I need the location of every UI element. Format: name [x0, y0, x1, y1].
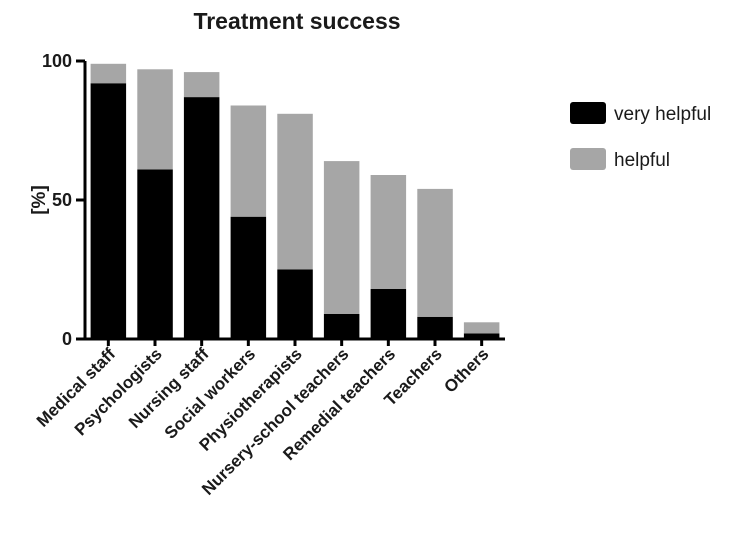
- bar-helpful-8: [463, 322, 500, 334]
- y-tick-label: 50: [52, 190, 72, 210]
- bar-helpful-6: [370, 175, 407, 289]
- y-tick-label: 0: [62, 329, 72, 349]
- bar-very-helpful-7: [417, 316, 453, 339]
- legend-swatch: [570, 148, 606, 170]
- bar-helpful-1: [137, 69, 173, 170]
- bar-helpful-3: [230, 105, 267, 217]
- bar-helpful-2: [183, 72, 220, 98]
- bar-helpful-7: [417, 188, 453, 317]
- bars-group: [90, 63, 500, 339]
- bar-very-helpful-5: [323, 314, 360, 339]
- bar-very-helpful-3: [230, 216, 267, 339]
- bar-helpful-4: [277, 113, 313, 270]
- legend: very helpful helpful: [570, 102, 711, 171]
- bar-very-helpful-6: [370, 289, 407, 339]
- legend-swatch: [570, 102, 606, 124]
- bar-very-helpful-0: [90, 83, 127, 339]
- legend-label: helpful: [614, 150, 670, 171]
- chart-title: Treatment success: [193, 8, 400, 34]
- bar-very-helpful-1: [137, 169, 173, 339]
- bar-very-helpful-4: [277, 269, 313, 339]
- bar-helpful-5: [323, 161, 360, 314]
- y-tick-label: 100: [42, 51, 72, 71]
- bar-very-helpful-2: [183, 97, 220, 339]
- y-ticks-group: 0 50 100: [42, 51, 85, 349]
- bar-helpful-0: [90, 63, 127, 84]
- legend-label: very helpful: [614, 104, 711, 125]
- x-category-label: Others: [440, 344, 492, 396]
- x-category-label: Medical staff: [33, 344, 119, 430]
- bar-very-helpful-8: [463, 333, 500, 339]
- y-axis-label: [%]: [29, 185, 50, 215]
